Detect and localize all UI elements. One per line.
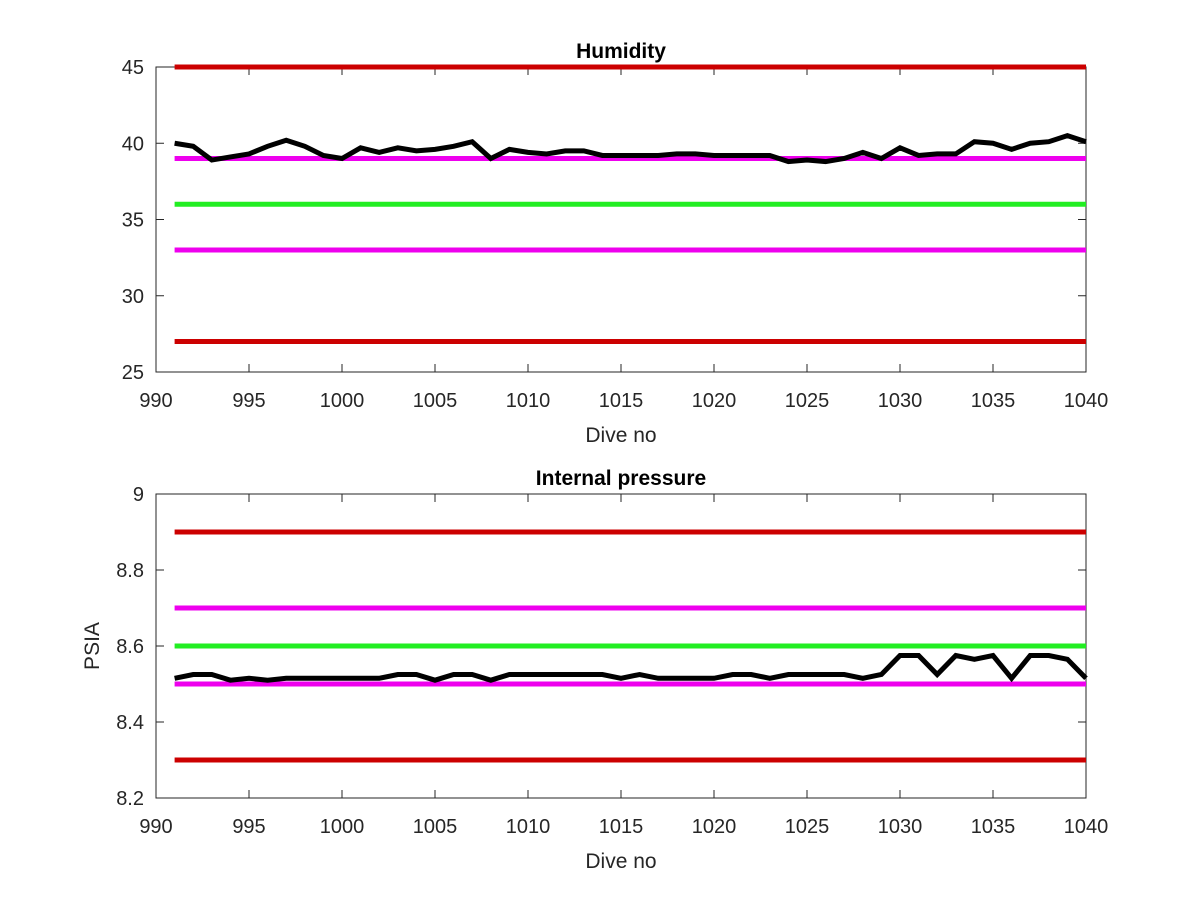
y-tick-label: 8.4: [116, 712, 144, 734]
series-line: [174, 132, 1087, 165]
axes-box: [155, 66, 1087, 373]
x-tick-label: 1035: [971, 816, 1016, 838]
x-tick-label: 1025: [785, 816, 830, 838]
y-axis-label: PSIA: [81, 622, 104, 670]
x-tick-label: 995: [232, 390, 265, 412]
x-tick-label: 1040: [1064, 816, 1109, 838]
x-axis-label: Dive no: [585, 424, 656, 447]
x-tick-label: 990: [139, 390, 172, 412]
x-tick-label: 1035: [971, 390, 1016, 412]
y-tick-label: 8.6: [116, 636, 144, 658]
x-tick-label: 1025: [785, 390, 830, 412]
chart-title: Humidity: [576, 40, 666, 63]
x-tick-label: 1000: [320, 816, 365, 838]
x-tick-label: 1005: [413, 390, 458, 412]
y-tick-label: 40: [122, 133, 144, 155]
internal-pressure-panel: 990 995 1000 1005 1010 1015 1020 1025 1030 1035 10…: [81, 467, 1108, 873]
x-tick-label: 1015: [599, 390, 644, 412]
series-line: [174, 652, 1088, 683]
humidity-panel: 990 995 1000 1005 1010 1015 1020 1025 1030 1035 10…: [122, 40, 1109, 447]
x-tick-label: 995: [232, 816, 265, 838]
y-tick-label: 8.2: [116, 788, 144, 810]
x-axis-label: Dive no: [585, 850, 656, 873]
x-tick-label: 1010: [506, 816, 551, 838]
y-tick-label: 25: [122, 362, 144, 384]
x-tick-label: 1005: [413, 816, 458, 838]
x-tick-label: 1015: [599, 816, 644, 838]
x-tick-label: 1020: [692, 390, 737, 412]
x-tick-label: 1030: [878, 816, 923, 838]
x-tick-label: 1040: [1064, 390, 1109, 412]
x-tick-label: 1010: [506, 390, 551, 412]
x-tick-label: 990: [139, 816, 172, 838]
y-tick-label: 35: [122, 210, 144, 232]
x-tick-label: 1020: [692, 816, 737, 838]
y-tick-label: 30: [122, 286, 144, 308]
y-tick-label: 8.8: [116, 560, 144, 582]
x-tick-label: 1000: [320, 390, 365, 412]
x-tick-label: 1030: [878, 390, 923, 412]
y-tick-label: 9: [133, 484, 144, 506]
chart-title: Internal pressure: [536, 467, 706, 490]
y-tick-label: 45: [122, 57, 144, 79]
